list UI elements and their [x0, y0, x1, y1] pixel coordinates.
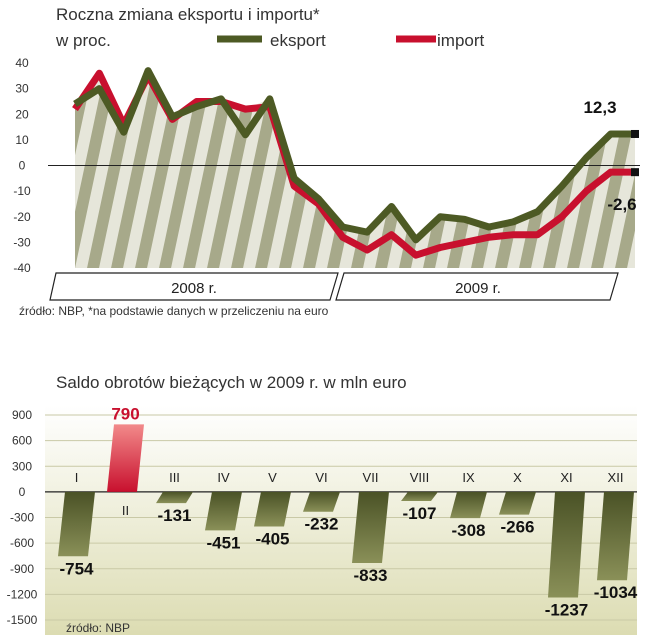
bar-value-label: -405 [255, 529, 289, 548]
category-label: III [169, 470, 180, 485]
bar-I [58, 491, 95, 557]
category-label: IV [217, 470, 230, 485]
series-line-eksport [73, 67, 635, 244]
bottom-chart-source: źródło: NBP [66, 621, 130, 635]
bar-value-label: -1034 [594, 583, 638, 602]
year-label-2009: 2009 r. [455, 280, 501, 297]
legend-label-eksport: eksport [270, 31, 326, 50]
category-label: VII [363, 470, 379, 485]
bottom-chart-bars: I -754 II 790 III -131 IV -451 V -405 VI -232 VII -83… [58, 404, 638, 620]
end-label-import: -2,6 [607, 195, 636, 214]
top-y-tick-label: -30 [13, 235, 31, 249]
end-label-eksport: 12,3 [583, 98, 616, 117]
bottom-chart-gridlines [45, 414, 637, 621]
current-account-bar-chart: Saldo obrotów bieżących w 2009 r. w mln … [7, 373, 638, 635]
bar-value-label: -754 [59, 559, 94, 578]
end-marker-eksport [631, 129, 639, 138]
bar-VII [352, 491, 389, 564]
bottom-y-tick-label: 600 [12, 434, 32, 448]
top-chart-source: źródło: NBP, *na podstawie danych w prze… [19, 304, 329, 318]
top-chart-subtitle: w proc. [55, 31, 111, 50]
top-chart-x-axis-years: 2008 r. 2009 r. [49, 272, 619, 301]
bottom-chart-background [45, 405, 637, 635]
category-label: V [268, 470, 277, 485]
bottom-y-tick-label: 900 [12, 408, 32, 422]
bottom-y-tick-label: -900 [10, 562, 34, 576]
bar-value-label: 790 [111, 404, 139, 423]
bar-IX [450, 491, 487, 519]
bar-III [156, 491, 193, 504]
year-band-2008 [49, 272, 339, 301]
bar-V [254, 491, 291, 527]
top-y-tick-label: -20 [13, 210, 31, 224]
bottom-chart-y-axis: 900 600 300 0 -300 -600 -900 -1200 -1500 [7, 408, 38, 627]
category-label: X [513, 470, 522, 485]
bar-XII [597, 491, 634, 581]
bar-II [107, 424, 144, 492]
top-y-tick-label: 40 [15, 56, 29, 70]
bottom-chart-title: Saldo obrotów bieżących w 2009 r. w mln … [56, 373, 407, 392]
bottom-y-tick-label: 300 [12, 459, 32, 473]
bottom-y-tick-label: -300 [10, 511, 34, 525]
bottom-y-tick-label: -1500 [7, 613, 38, 627]
bar-IV [205, 491, 242, 531]
bar-XI [548, 491, 585, 598]
bottom-y-tick-label: -1200 [7, 587, 38, 601]
end-marker-import [631, 168, 639, 177]
top-y-tick-label: -10 [13, 184, 31, 198]
bottom-y-tick-label: -600 [10, 536, 34, 550]
top-y-tick-label: -40 [13, 261, 31, 275]
top-y-tick-label: 10 [15, 133, 29, 147]
bar-value-label: -833 [353, 566, 387, 585]
top-chart-y-axis: 40 30 20 10 0 -10 -20 -30 -40 [13, 56, 31, 275]
bar-VIII [401, 491, 438, 502]
year-label-2008: 2008 r. [171, 280, 217, 297]
top-y-tick-label: 30 [15, 82, 29, 96]
bar-value-label: -232 [304, 515, 338, 534]
category-label: XII [608, 470, 624, 485]
top-y-tick-label: 0 [19, 159, 26, 173]
bar-value-label: -107 [402, 504, 436, 523]
top-chart-area-fill [75, 70, 635, 268]
category-label: VI [315, 470, 327, 485]
bar-value-label: -266 [500, 518, 534, 537]
legend-label-import: import [437, 31, 485, 50]
bar-value-label: -451 [206, 533, 240, 552]
bar-VI [303, 491, 340, 512]
category-label: I [75, 470, 79, 485]
top-chart-legend: eksport import [217, 31, 485, 50]
export-import-line-chart: Roczna zmiana eksportu i importu* w proc… [13, 5, 640, 318]
top-y-tick-label: 20 [15, 107, 29, 121]
bottom-y-tick-label: 0 [19, 485, 26, 499]
bar-value-label: -308 [451, 521, 485, 540]
year-band-2009 [335, 272, 619, 301]
bar-value-label: -1237 [545, 601, 588, 620]
category-label: VIII [410, 470, 430, 485]
bar-value-label: -131 [157, 506, 191, 525]
category-label: II [122, 503, 129, 518]
bar-X [499, 491, 536, 515]
category-label: IX [462, 470, 475, 485]
top-chart-title: Roczna zmiana eksportu i importu* [56, 5, 320, 24]
category-label: XI [560, 470, 572, 485]
